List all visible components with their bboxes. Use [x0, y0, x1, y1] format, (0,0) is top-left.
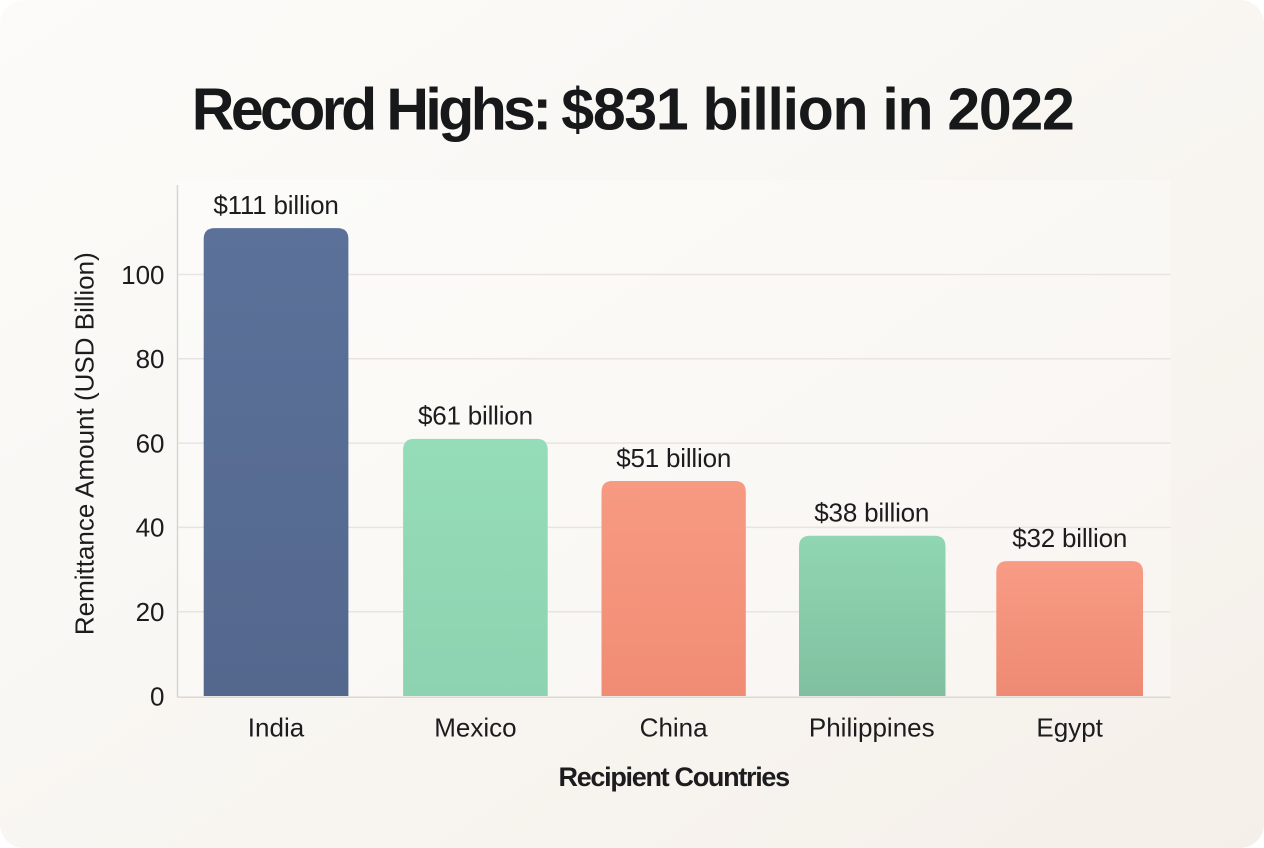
- svg-text:100: 100: [121, 260, 164, 290]
- svg-text:$111 billion: $111 billion: [213, 190, 338, 220]
- svg-text:$32 billion: $32 billion: [1012, 523, 1127, 553]
- svg-text:0: 0: [150, 681, 164, 711]
- svg-text:Philippines: Philippines: [809, 712, 935, 742]
- svg-text:China: China: [640, 712, 708, 742]
- svg-text:20: 20: [136, 597, 165, 627]
- svg-text:60: 60: [136, 428, 165, 458]
- svg-text:Mexico: Mexico: [434, 712, 516, 742]
- svg-text:$51 billion: $51 billion: [616, 443, 731, 473]
- svg-text:Egypt: Egypt: [1036, 712, 1103, 742]
- svg-text:Recipient Countries: Recipient Countries: [559, 762, 790, 792]
- svg-text:$61 billion: $61 billion: [418, 401, 533, 431]
- svg-text:India: India: [248, 712, 305, 742]
- svg-text:Record Highs: $831 billion in: Record Highs: $831 billion in 2022: [192, 77, 1074, 143]
- svg-text:80: 80: [136, 344, 165, 374]
- svg-text:40: 40: [136, 513, 165, 543]
- svg-text:Remittance Amount (USD Billion: Remittance Amount (USD Billion): [70, 252, 100, 635]
- svg-text:$38 billion: $38 billion: [814, 498, 929, 528]
